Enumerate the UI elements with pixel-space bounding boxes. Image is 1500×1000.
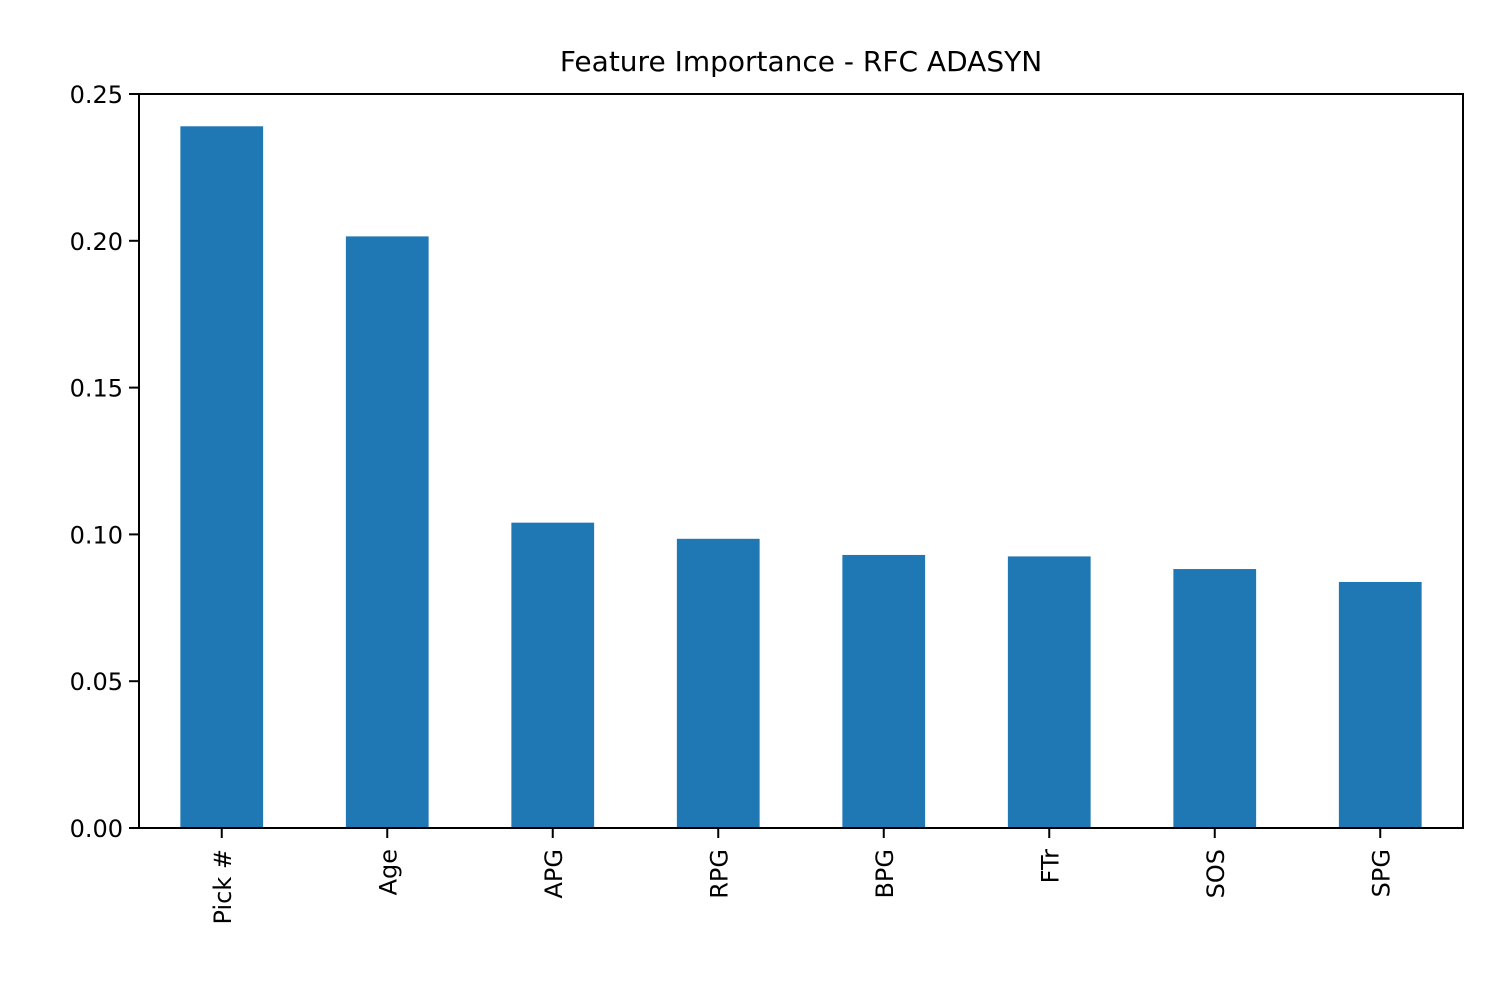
y-tick-label: 0.05 bbox=[70, 668, 123, 696]
x-tick-label: Pick # bbox=[209, 849, 237, 924]
x-tick-label: SOS bbox=[1202, 849, 1230, 898]
y-tick-label: 0.20 bbox=[70, 228, 123, 256]
bar-pick bbox=[180, 126, 264, 828]
bar-spg bbox=[1338, 581, 1422, 828]
chart-title: Feature Importance - RFC ADASYN bbox=[560, 45, 1042, 78]
y-tick-label: 0.00 bbox=[70, 815, 123, 843]
bar-sos bbox=[1173, 569, 1257, 828]
bar-ftr bbox=[1007, 556, 1091, 828]
x-tick-label: BPG bbox=[871, 849, 899, 899]
bar-bpg bbox=[842, 554, 926, 828]
bar-apg bbox=[511, 522, 595, 828]
y-tick-label: 0.15 bbox=[70, 375, 123, 403]
x-tick-label: FTr bbox=[1036, 849, 1064, 884]
x-axis: Pick # Age APG RPG BPG FTr SOS SPG bbox=[209, 828, 1395, 924]
x-tick-label: SPG bbox=[1367, 849, 1395, 897]
y-tick-label: 0.10 bbox=[70, 521, 123, 549]
plot-frame bbox=[138, 93, 1464, 829]
bar-rpg bbox=[676, 538, 760, 828]
x-tick-label: Age bbox=[374, 849, 402, 895]
x-tick-label: RPG bbox=[705, 849, 733, 899]
bars-group bbox=[180, 126, 1422, 828]
x-tick-label: APG bbox=[540, 849, 568, 899]
bar-age bbox=[345, 236, 429, 828]
y-tick-label: 0.25 bbox=[70, 81, 123, 109]
y-axis: 0.00 0.05 0.10 0.15 0.20 0.25 bbox=[70, 81, 139, 843]
